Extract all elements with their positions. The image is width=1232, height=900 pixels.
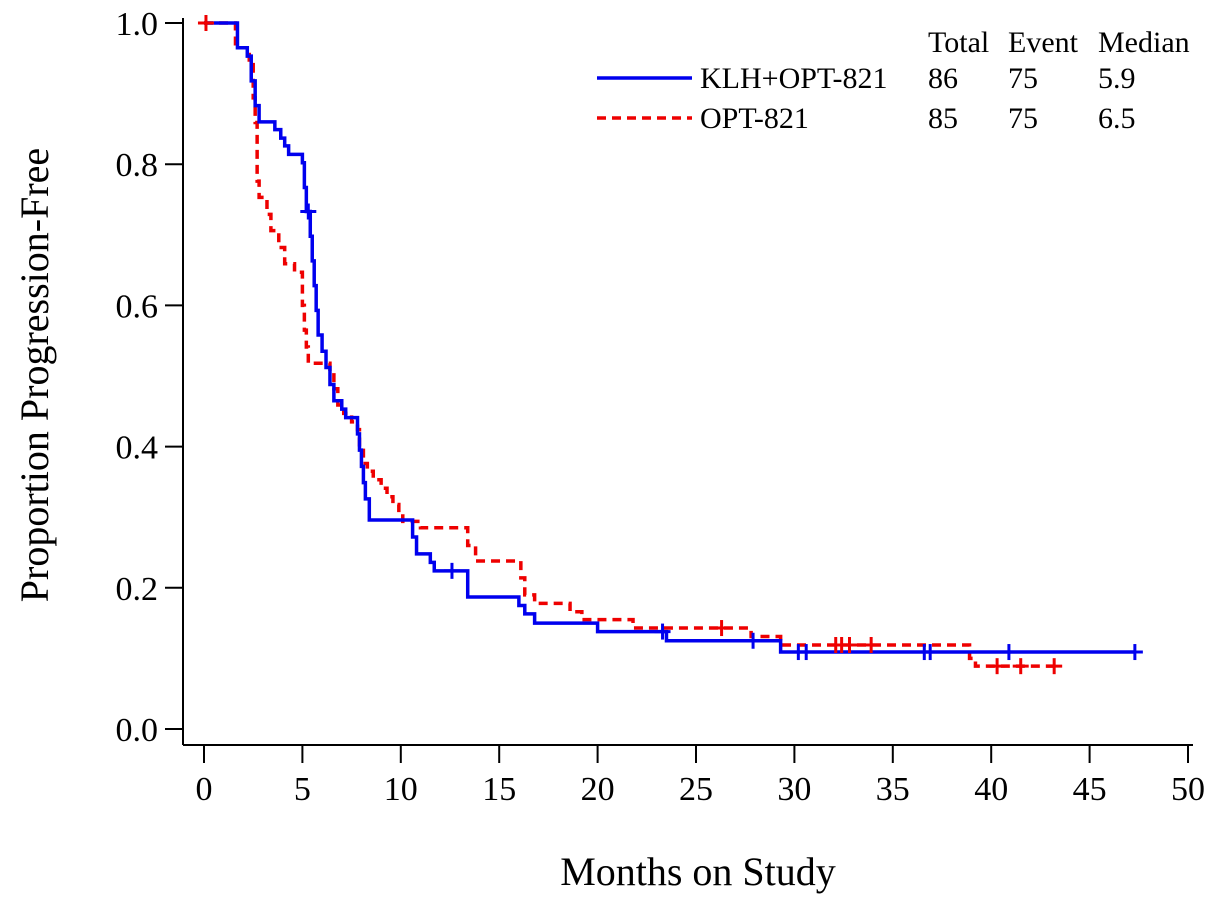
- censor-mark-opt821: [841, 636, 858, 653]
- x-tick-label: 15: [482, 771, 516, 808]
- censor-mark-opt821: [1012, 658, 1029, 675]
- legend-total-value: 85: [928, 102, 958, 135]
- censor-mark-klh-opt821: [654, 623, 671, 640]
- legend-total-value: 86: [928, 62, 958, 95]
- x-tick-label: 0: [196, 771, 213, 808]
- censor-mark-klh-opt821: [1126, 644, 1143, 661]
- censor-marks: [197, 15, 1143, 675]
- censor-mark-klh-opt821: [745, 632, 762, 649]
- legend-median-value: 5.9: [1098, 62, 1136, 95]
- series-layer: [204, 21, 1135, 668]
- x-tick-label: 35: [876, 771, 910, 808]
- legend-column-header: Total: [928, 26, 989, 59]
- censor-mark-klh-opt821: [798, 644, 815, 661]
- legend-event-value: 75: [1008, 102, 1038, 135]
- x-tick-label: 10: [384, 771, 418, 808]
- y-tick-label: 0.4: [116, 430, 159, 467]
- y-tick-label: 1.0: [116, 6, 159, 43]
- legend-median-value: 6.5: [1098, 102, 1136, 135]
- censor-mark-klh-opt821: [922, 644, 939, 661]
- censor-mark-opt821: [989, 658, 1006, 675]
- y-tick-label: 0.8: [116, 147, 159, 184]
- legend: Total Event Median KLH+OPT-821 86 75 5.9 OPT-82…: [597, 26, 1190, 135]
- x-tick-label: 40: [974, 771, 1008, 808]
- censor-mark-opt821: [197, 15, 214, 31]
- series-klh-opt821-line: [204, 21, 1135, 654]
- censor-mark-klh-opt821: [1000, 644, 1017, 661]
- legend-column-header: Event: [1008, 26, 1079, 59]
- censor-mark-opt821: [713, 620, 730, 637]
- legend-event-value: 75: [1008, 62, 1038, 95]
- censor-mark-opt821: [1046, 658, 1063, 675]
- legend-column-header: Median: [1098, 26, 1190, 59]
- x-tick-label: 30: [777, 771, 811, 808]
- x-tick-label: 45: [1073, 771, 1107, 808]
- legend-series-name: KLH+OPT-821: [700, 62, 888, 95]
- axes: [182, 18, 1193, 746]
- y-tick-label: 0.0: [116, 712, 159, 749]
- x-tick-label: 5: [294, 771, 311, 808]
- legend-series-name: OPT-821: [700, 102, 809, 135]
- ticks: 0.0 0.2 0.4 0.6 0.8 1.0 0 5 10 15 20 25 30 35 40 45 50: [116, 6, 1206, 808]
- x-tick-label: 25: [679, 771, 713, 808]
- y-tick-label: 0.6: [116, 288, 159, 325]
- x-tick-label: 20: [581, 771, 615, 808]
- censor-mark-klh-opt821: [443, 562, 460, 579]
- censor-mark-klh-opt821: [300, 203, 317, 220]
- y-tick-label: 0.2: [116, 571, 159, 608]
- y-axis-title: Proportion Progression-Free: [12, 148, 57, 602]
- censor-mark-opt821: [863, 636, 880, 653]
- x-axis-title: Months on Study: [560, 849, 836, 894]
- x-tick-label: 50: [1171, 771, 1205, 808]
